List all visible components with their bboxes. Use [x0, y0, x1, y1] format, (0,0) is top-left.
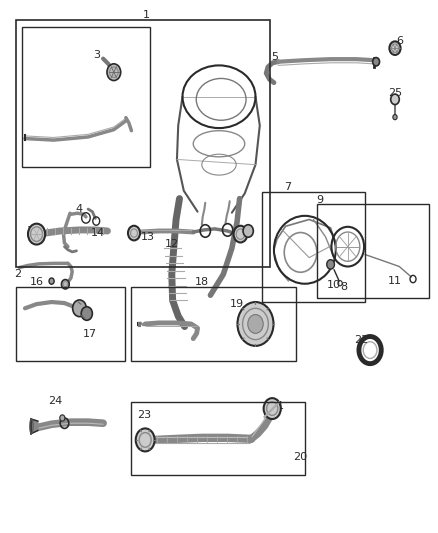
- Text: 3: 3: [93, 50, 100, 60]
- Bar: [16, 287, 124, 360]
- Text: 15: 15: [27, 226, 41, 236]
- Bar: [131, 402, 305, 475]
- Text: 1: 1: [142, 10, 149, 20]
- Text: 25: 25: [388, 88, 402, 98]
- Circle shape: [107, 64, 121, 80]
- Circle shape: [243, 225, 253, 237]
- Polygon shape: [31, 419, 38, 434]
- Circle shape: [233, 226, 247, 243]
- Circle shape: [393, 115, 397, 120]
- Text: 17: 17: [83, 329, 97, 340]
- Text: 21: 21: [270, 401, 284, 411]
- Text: 14: 14: [91, 228, 105, 238]
- Circle shape: [248, 314, 263, 333]
- Circle shape: [28, 224, 45, 245]
- Circle shape: [49, 278, 54, 284]
- Text: 2: 2: [14, 269, 21, 279]
- Text: 13: 13: [141, 232, 155, 243]
- Text: 9: 9: [316, 195, 323, 205]
- Bar: [317, 204, 429, 298]
- Circle shape: [264, 398, 281, 419]
- Circle shape: [61, 279, 69, 289]
- Text: 16: 16: [30, 277, 43, 287]
- Text: 19: 19: [230, 299, 244, 309]
- Text: 24: 24: [48, 396, 62, 406]
- Circle shape: [373, 58, 380, 66]
- Text: 20: 20: [293, 452, 307, 462]
- Text: 10: 10: [327, 280, 341, 290]
- Bar: [21, 27, 150, 167]
- Text: 4: 4: [76, 204, 83, 214]
- Circle shape: [81, 306, 92, 320]
- Circle shape: [391, 94, 399, 104]
- Circle shape: [389, 42, 401, 55]
- Text: 7: 7: [284, 182, 291, 192]
- Text: 5: 5: [271, 52, 278, 61]
- Text: 22: 22: [354, 335, 369, 345]
- Circle shape: [60, 415, 65, 421]
- Text: 6: 6: [396, 36, 403, 46]
- Circle shape: [128, 226, 140, 240]
- Text: 8: 8: [340, 282, 347, 293]
- Circle shape: [237, 302, 273, 346]
- Circle shape: [73, 300, 86, 317]
- Circle shape: [136, 429, 155, 451]
- Bar: [16, 20, 270, 266]
- Text: 11: 11: [388, 276, 402, 286]
- Text: 12: 12: [165, 238, 179, 248]
- Circle shape: [327, 260, 335, 269]
- Bar: [131, 287, 296, 360]
- Text: 23: 23: [137, 410, 151, 421]
- Bar: [262, 192, 365, 302]
- Text: 18: 18: [195, 277, 209, 287]
